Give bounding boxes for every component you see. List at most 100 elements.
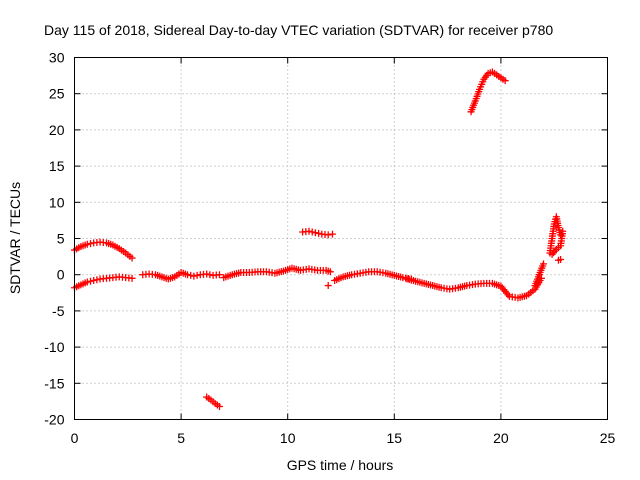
- data-point-interp: [113, 243, 121, 251]
- series-arc-5: [220, 264, 334, 282]
- data-points: [71, 68, 567, 410]
- data-point-interp: [435, 283, 443, 291]
- data-point-interp: [550, 222, 558, 230]
- x-tick-label: 20: [493, 430, 509, 446]
- data-point-interp: [548, 237, 556, 245]
- series-arc-12: [546, 213, 565, 257]
- data-point: [190, 272, 198, 280]
- data-point-interp: [156, 272, 164, 280]
- data-point-interp: [461, 282, 469, 290]
- data-point-interp: [148, 270, 156, 278]
- grid-lines: [74, 57, 608, 420]
- data-point-interp: [319, 266, 327, 274]
- series-arc-3: [139, 269, 223, 283]
- data-point-interp: [106, 274, 114, 282]
- data-point: [557, 255, 565, 263]
- data-point-interp: [346, 271, 354, 279]
- series-arc-10: [531, 260, 548, 290]
- data-point-interp: [551, 247, 559, 255]
- y-tick-label: 5: [57, 231, 65, 247]
- y-tick-label: -10: [44, 339, 64, 355]
- data-point-interp: [181, 270, 189, 278]
- data-point-interp: [353, 270, 361, 278]
- data-point-interp: [539, 262, 547, 270]
- data-point-interp: [504, 291, 512, 299]
- data-point-interp: [93, 238, 101, 246]
- data-point-interp: [388, 271, 396, 279]
- data-point-interp: [120, 248, 128, 256]
- data-point-interp: [418, 279, 426, 287]
- data-point-interp: [209, 398, 217, 406]
- data-point-interp: [451, 284, 459, 292]
- data-point-interp: [99, 238, 107, 246]
- data-point-interp: [337, 274, 345, 282]
- data-point-interp: [169, 274, 177, 282]
- data-point-interp: [558, 230, 566, 238]
- data-point: [90, 276, 98, 284]
- data-point-interp: [86, 277, 94, 285]
- data-point-interp: [486, 279, 494, 287]
- x-tick-label: 0: [71, 430, 79, 446]
- plot-frame: [74, 57, 608, 420]
- data-point-interp: [324, 267, 332, 275]
- data-point-interp: [81, 279, 89, 287]
- data-point-interp: [379, 269, 387, 277]
- data-point-interp: [107, 240, 115, 248]
- x-tick-label: 5: [177, 430, 185, 446]
- series-arc-14: [554, 255, 565, 264]
- data-point-interp: [213, 401, 221, 409]
- data-point: [324, 282, 332, 290]
- data-point-interp: [468, 281, 476, 289]
- data-point-interp: [193, 271, 201, 279]
- data-point-interp: [495, 282, 503, 290]
- data-point-interp: [302, 228, 310, 236]
- data-point-interp: [534, 273, 542, 281]
- series-arc-1: [71, 238, 136, 262]
- data-point-interp: [99, 275, 107, 283]
- data-point-interp: [142, 270, 150, 278]
- data-point: [328, 230, 336, 238]
- x-axis-label: GPS time / hours: [287, 457, 394, 473]
- data-point-interp: [75, 244, 83, 252]
- data-point-interp: [277, 268, 285, 276]
- data-point-interp: [112, 273, 120, 281]
- data-point-interp: [321, 231, 329, 239]
- data-point-interp: [206, 271, 214, 279]
- data-point-interp: [554, 244, 562, 252]
- data-point-interp: [175, 270, 183, 278]
- y-tick-label: -15: [44, 375, 64, 391]
- series-arc-7: [324, 282, 332, 290]
- x-tick-labels: 0 5 10 15 20 25: [71, 430, 616, 446]
- series-arc-4: [203, 393, 223, 410]
- data-point-interp: [479, 78, 487, 86]
- data-point-interp: [118, 273, 126, 281]
- data-point-interp: [495, 72, 503, 80]
- series-arc-11: [467, 68, 509, 116]
- data-point-interp: [397, 273, 405, 281]
- series-arc-13: [548, 227, 567, 258]
- data-point-interp: [499, 75, 507, 83]
- data-point-interp: [81, 241, 89, 249]
- y-tick-label: -5: [52, 303, 65, 319]
- data-point-interp: [226, 271, 234, 279]
- data-point-interp: [212, 271, 220, 279]
- data-point-interp: [75, 282, 83, 290]
- axis-ticks: [74, 57, 608, 420]
- data-point-interp: [93, 276, 101, 284]
- series-arc-8: [331, 268, 415, 284]
- series-arc-9: [403, 274, 545, 302]
- series-arc-2: [71, 273, 136, 292]
- data-point-interp: [199, 270, 207, 278]
- data-point-interp: [491, 69, 499, 77]
- data-point-interp: [308, 228, 316, 236]
- data-point-interp: [475, 88, 483, 96]
- chart-title: Day 115 of 2018, Sidereal Day-to-day VTE…: [44, 22, 553, 38]
- data-point-interp: [187, 271, 195, 279]
- data-point: [311, 229, 319, 237]
- data-point-interp: [125, 274, 133, 282]
- y-tick-label: -20: [44, 412, 64, 428]
- x-tick-label: 15: [387, 430, 403, 446]
- series-arc-6: [299, 227, 336, 239]
- data-point-interp: [554, 221, 562, 229]
